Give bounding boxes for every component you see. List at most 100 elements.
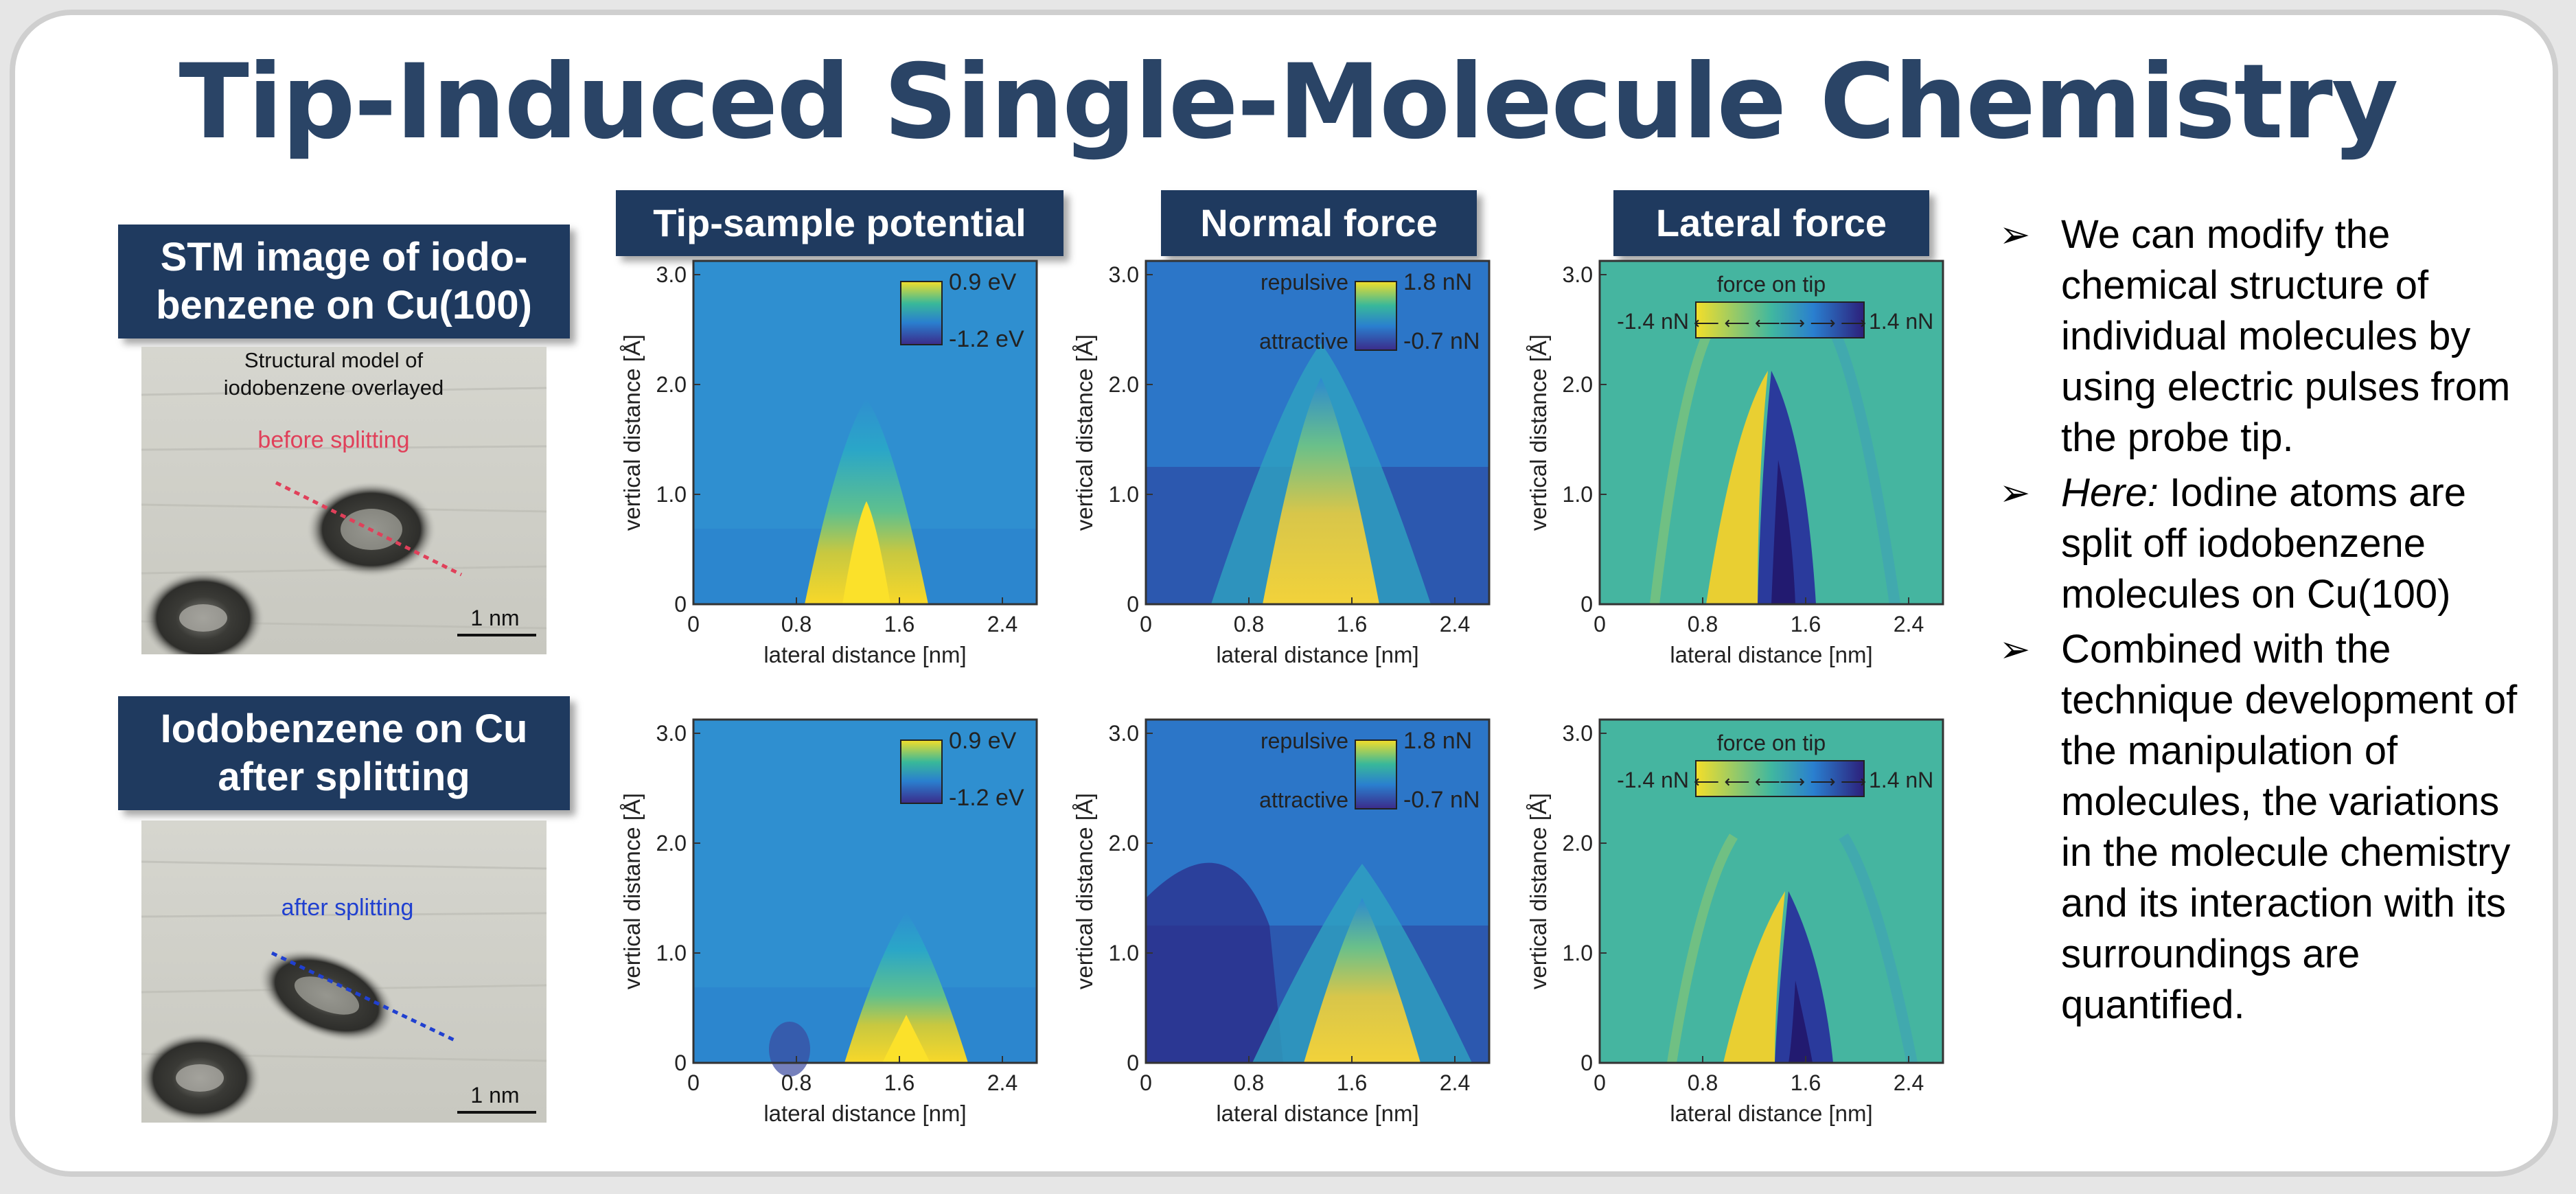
bullet-text-1: We can modify the chemical structure of … bbox=[2061, 212, 2511, 460]
colorbar-repulsive-label: repulsive bbox=[1261, 728, 1348, 753]
bullet-item-1: ➢ We can modify the chemical structure o… bbox=[1999, 209, 2521, 463]
lateral-positive-lobe bbox=[1723, 891, 1785, 1063]
stm-after-label: Iodobenzene on Cu after splitting bbox=[118, 696, 570, 810]
x-tick-label: 2.4 bbox=[1894, 1070, 1924, 1095]
y-tick-label: 2.0 bbox=[1563, 372, 1593, 397]
left-arrows-icon: ⟵ ⟵ ⟵ bbox=[1694, 312, 1780, 333]
bullet-item-2: ➢ Here: Iodine atoms are split off iodob… bbox=[1999, 468, 2521, 620]
x-axis-label: lateral distance [nm] bbox=[1216, 642, 1418, 667]
y-tick-label: 1.0 bbox=[1109, 941, 1139, 965]
x-tick-label: 0.8 bbox=[1234, 1070, 1264, 1095]
stm-after-scale-label: 1 nm bbox=[470, 1083, 520, 1107]
x-tick-label: 0.8 bbox=[781, 612, 812, 636]
y-tick-label: 0 bbox=[674, 1051, 687, 1075]
y-tick-label: 1.0 bbox=[656, 482, 687, 507]
stm-before-caption: Structural model of iodobenzene overlaye… bbox=[223, 348, 444, 400]
lateral-negative-lobe bbox=[1775, 891, 1833, 1063]
colorbar-title: force on tip bbox=[1717, 731, 1826, 755]
colorbar-title: force on tip bbox=[1717, 272, 1826, 297]
x-tick-label: 0.8 bbox=[781, 1070, 812, 1095]
colorbar-potential bbox=[900, 739, 943, 804]
bullet-text-3: Combined with the technique development … bbox=[2061, 627, 2518, 1027]
arrow-bullet-icon: ➢ bbox=[1999, 472, 2031, 514]
heatmap-svg: 0 0.8 1.6 2.4 0 1.0 2.0 3.0 lateral distance [nm… bbox=[1526, 260, 1944, 667]
heatmap-svg: 0 0.8 1.6 2.4 0 1.0 2.0 3.0 lateral distance [nm… bbox=[1072, 718, 1491, 1126]
colorbar-potential bbox=[900, 281, 943, 345]
x-tick-label: 1.6 bbox=[1337, 612, 1367, 636]
y-tick-label: 3.0 bbox=[656, 721, 687, 746]
heatmap-panel-potential-1: 0 0.8 1.6 2.4 0 1.0 2.0 3.0 lateral distance [nm… bbox=[619, 260, 1038, 667]
y-tick-label: 0 bbox=[1127, 1051, 1139, 1075]
x-tick-label: 0.8 bbox=[1688, 1070, 1718, 1095]
colorbar-attractive-label: attractive bbox=[1259, 329, 1348, 354]
x-axis-label: lateral distance [nm] bbox=[763, 642, 966, 667]
colorbar-min-label: -0.7 nN bbox=[1403, 787, 1480, 813]
x-tick-label: 2.4 bbox=[987, 1070, 1017, 1095]
header-tip-sample-potential: Tip-sample potential bbox=[616, 190, 1063, 256]
x-tick-label: 2.4 bbox=[1440, 1070, 1470, 1095]
y-tick-label: 0 bbox=[1580, 592, 1593, 617]
x-axis-label: lateral distance [nm] bbox=[763, 1101, 966, 1126]
x-axis-label: lateral distance [nm] bbox=[1670, 642, 1872, 667]
x-tick-label: 1.6 bbox=[1337, 1070, 1367, 1095]
colorbar-lateral bbox=[1695, 301, 1865, 338]
colorbar-min-label: -1.4 nN bbox=[1617, 768, 1689, 792]
potential-core bbox=[882, 1015, 930, 1063]
y-tick-label: 0 bbox=[674, 592, 687, 617]
y-tick-label: 3.0 bbox=[1563, 721, 1593, 746]
y-tick-label: 2.0 bbox=[656, 372, 687, 397]
colorbar-min-label: -1.2 eV bbox=[949, 326, 1024, 352]
plot-frame bbox=[692, 260, 1038, 606]
before-line bbox=[275, 481, 463, 577]
colorbar-max-label: 0.9 eV bbox=[949, 269, 1017, 295]
colorbar-lateral bbox=[1695, 760, 1865, 797]
y-axis-label: vertical distance [Å] bbox=[1526, 793, 1551, 989]
plot-frame bbox=[1145, 260, 1491, 606]
stm-before-svg bbox=[141, 347, 547, 654]
arrow-bullet-icon: ➢ bbox=[1999, 214, 2031, 255]
heatmap-svg: 0 0.8 1.6 2.4 0 1.0 2.0 3.0 lateral distance [nm… bbox=[1526, 718, 1944, 1126]
header-normal-text: Normal force bbox=[1200, 201, 1438, 245]
x-tick-label: 0 bbox=[1140, 612, 1152, 636]
bullet-list: ➢ We can modify the chemical structure o… bbox=[1999, 209, 2521, 1035]
bullet-text-2: Iodine atoms are split off iodobenzene m… bbox=[2061, 470, 2466, 617]
y-tick-label: 1.0 bbox=[1563, 482, 1593, 507]
y-tick-label: 0 bbox=[1127, 592, 1139, 617]
plot-frame bbox=[1598, 260, 1944, 606]
x-tick-label: 2.4 bbox=[987, 612, 1017, 636]
y-tick-label: 3.0 bbox=[1109, 721, 1139, 746]
stm-before-label-text: STM image of iodo-benzene on Cu(100) bbox=[156, 235, 532, 328]
after-splitting-label: after splitting bbox=[281, 895, 414, 921]
colorbar-repulsive-label: repulsive bbox=[1261, 270, 1348, 295]
stm-before-scale-label: 1 nm bbox=[470, 606, 520, 630]
y-tick-label: 2.0 bbox=[1109, 372, 1139, 397]
x-tick-label: 1.6 bbox=[884, 1070, 915, 1095]
y-tick-label: 2.0 bbox=[1563, 831, 1593, 856]
x-tick-label: 0 bbox=[1140, 1070, 1152, 1095]
y-axis-label: vertical distance [Å] bbox=[1072, 334, 1097, 531]
header-lateral-force: Lateral force bbox=[1613, 190, 1929, 256]
stm-image-before: Structural model of iodobenzene overlaye… bbox=[141, 347, 547, 654]
heatmap-panel-lateral-2: 0 0.8 1.6 2.4 0 1.0 2.0 3.0 lateral distance [nm… bbox=[1526, 718, 1944, 1126]
heatmap-panel-lateral-1: 0 0.8 1.6 2.4 0 1.0 2.0 3.0 lateral distance [nm… bbox=[1526, 260, 1944, 667]
colorbar-max-label: 1.8 nN bbox=[1403, 728, 1472, 754]
colorbar-max-label: 0.9 eV bbox=[949, 728, 1017, 754]
y-tick-label: 1.0 bbox=[1563, 941, 1593, 965]
y-axis-label: vertical distance [Å] bbox=[619, 334, 645, 531]
colorbar-max-label: 1.4 nN bbox=[1869, 768, 1933, 792]
heatmap-panel-potential-2: 0 0.8 1.6 2.4 0 1.0 2.0 3.0 lateral distance [nm… bbox=[619, 718, 1038, 1126]
colorbar-min-label: -1.4 nN bbox=[1617, 309, 1689, 334]
stm-before-label: STM image of iodo-benzene on Cu(100) bbox=[118, 225, 570, 338]
heatmap-panel-normal-1: 0 0.8 1.6 2.4 0 1.0 2.0 3.0 lateral distance [nm… bbox=[1072, 260, 1491, 667]
colorbar-normal bbox=[1355, 739, 1397, 810]
heatmap-panel-normal-2: 0 0.8 1.6 2.4 0 1.0 2.0 3.0 lateral distance [nm… bbox=[1072, 718, 1491, 1126]
y-axis-label: vertical distance [Å] bbox=[619, 793, 645, 989]
x-tick-label: 0 bbox=[1594, 612, 1606, 636]
left-arrows-icon: ⟵ ⟵ ⟵ bbox=[1694, 771, 1780, 792]
y-axis-label: vertical distance [Å] bbox=[1526, 334, 1551, 531]
x-tick-label: 1.6 bbox=[884, 612, 915, 636]
plot-frame bbox=[1598, 718, 1944, 1064]
y-tick-label: 1.0 bbox=[1109, 482, 1139, 507]
x-tick-label: 0 bbox=[1594, 1070, 1606, 1095]
x-axis-label: lateral distance [nm] bbox=[1216, 1101, 1418, 1126]
